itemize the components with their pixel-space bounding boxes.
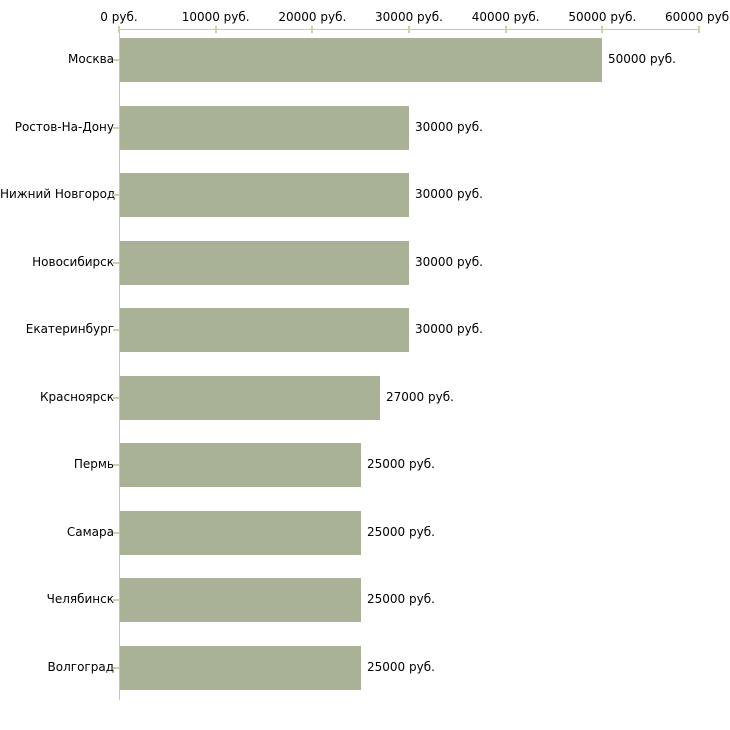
y-axis-tick <box>113 599 119 601</box>
x-axis-tick-label: 0 руб. <box>100 10 138 24</box>
x-axis-tick-label: 30000 руб. <box>375 10 443 24</box>
x-axis-tick <box>214 26 217 33</box>
x-axis-tick-label: 50000 руб. <box>568 10 637 24</box>
x-axis-tick <box>118 26 120 33</box>
bar <box>120 105 409 150</box>
x-axis-tick <box>698 26 700 33</box>
bar-value-label: 30000 руб. <box>415 322 483 336</box>
x-axis-tick <box>311 26 314 33</box>
category-label: Красноярск <box>40 389 114 404</box>
bar-value-label: 50000 руб. <box>608 52 676 66</box>
bar-value-label: 25000 руб. <box>367 457 435 471</box>
bar-value-label: 25000 руб. <box>367 592 435 606</box>
category-label: Москва <box>68 52 114 66</box>
bar-value-label: 25000 руб. <box>367 659 435 674</box>
y-axis-tick <box>113 194 119 196</box>
bar <box>120 38 602 82</box>
bar <box>120 578 361 622</box>
y-axis-tick <box>113 59 119 61</box>
bar-value-label: 30000 руб. <box>415 187 483 201</box>
bar <box>120 645 361 690</box>
category-label: Челябинск <box>46 592 114 606</box>
x-axis-tick-label: 20000 руб. <box>278 10 347 24</box>
category-label: Волгоград <box>47 659 114 674</box>
category-label: Нижний Новгород <box>0 187 116 201</box>
x-axis-tick <box>408 26 410 33</box>
category-label: Екатеринбург <box>25 322 114 336</box>
x-axis-tick-label: 60000 руб. <box>665 10 730 24</box>
category-label: Пермь <box>73 457 114 471</box>
category-label: Ростов-На-Дону <box>14 119 114 134</box>
bar-value-label: 25000 руб. <box>367 524 435 539</box>
category-label: Новосибирск <box>32 254 114 269</box>
x-axis-tick-label: 40000 руб. <box>471 10 540 24</box>
x-axis-tick <box>601 26 604 33</box>
y-axis-tick <box>113 666 119 669</box>
y-axis-tick <box>113 261 119 264</box>
bar <box>120 443 361 487</box>
bar-value-label: 30000 руб. <box>415 119 483 134</box>
category-label: Самара <box>66 524 114 539</box>
y-axis-tick <box>113 126 119 129</box>
y-axis-tick <box>113 396 119 399</box>
y-axis-tick <box>113 531 119 534</box>
bar-value-label: 27000 руб. <box>386 389 454 404</box>
bar <box>120 375 380 420</box>
y-axis-tick <box>113 464 119 466</box>
y-axis-tick <box>113 329 119 331</box>
x-axis-tick <box>504 26 507 33</box>
bar-value-label: 30000 руб. <box>415 254 483 269</box>
bar <box>120 240 409 285</box>
bar <box>120 173 409 217</box>
y-axis-line <box>119 29 120 700</box>
x-axis-tick-label: 10000 руб. <box>181 10 250 24</box>
bar <box>120 510 361 555</box>
bar <box>120 308 409 352</box>
